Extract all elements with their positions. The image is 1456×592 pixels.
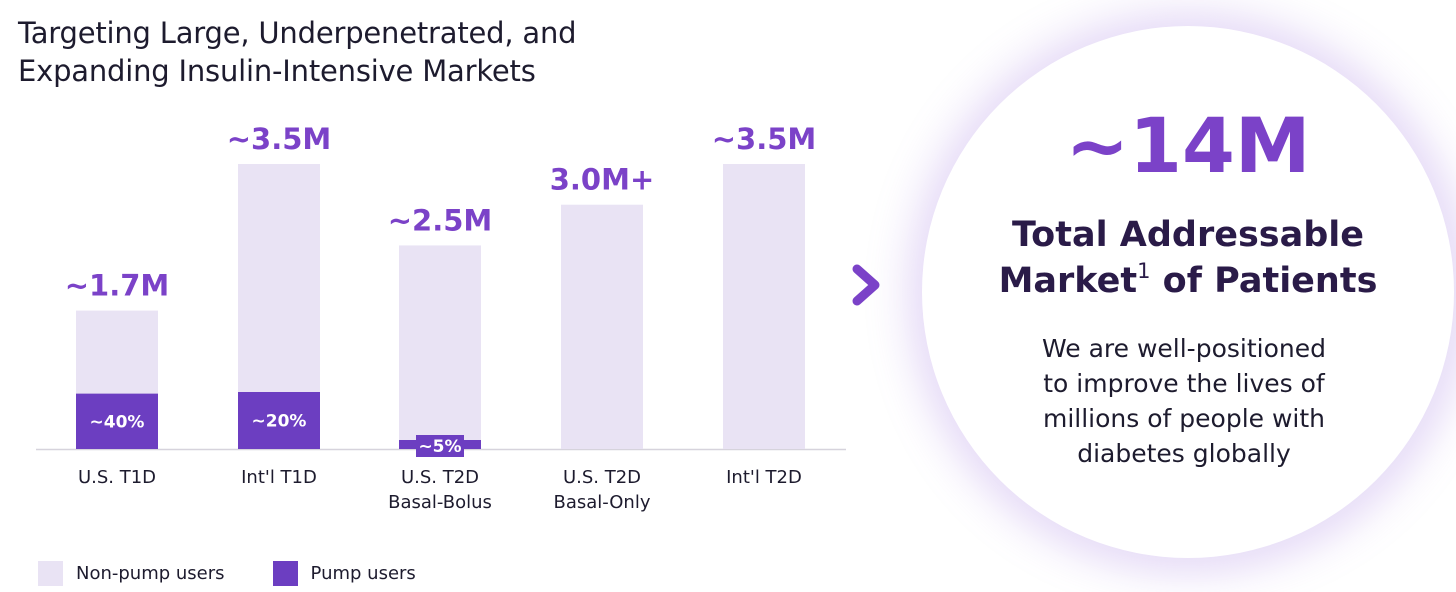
chart-legend: Non-pump users Pump users <box>38 561 464 586</box>
bar-non-pump-4 <box>723 164 805 449</box>
title-line-1: Targeting Large, Underpenetrated, and <box>18 16 577 50</box>
legend-item-non-pump: Non-pump users <box>38 561 225 586</box>
total-value-label-4: ~3.5M <box>712 122 817 156</box>
category-label-3-1: Basal-Only <box>553 492 650 513</box>
summary-body-line-4: diabetes globally <box>1077 439 1291 468</box>
tam-big-number: ~14M <box>1065 101 1311 190</box>
tam-heading-line-1: Total Addressable <box>1011 215 1365 255</box>
summary-body-line-1: We are well-positioned <box>1042 334 1326 363</box>
category-label-1-0: Int'l T1D <box>241 467 317 488</box>
bar-chart: ~40% ~1.7M U.S. T1D ~20% ~3.5M Int'l T1D ~5% ~2… <box>36 122 846 513</box>
summary-body-text: We are well-positioned to improve the li… <box>1000 331 1368 471</box>
footnote-marker: 1 <box>1137 259 1151 283</box>
legend-label-non-pump: Non-pump users <box>76 563 225 584</box>
pump-share-label-1: ~20% <box>252 412 307 432</box>
total-value-label-3: 3.0M+ <box>550 163 655 197</box>
category-label-3-0: U.S. T2D <box>563 467 641 488</box>
category-label-0-0: U.S. T1D <box>78 467 156 488</box>
category-label-2-1: Basal-Bolus <box>388 492 492 513</box>
legend-label-pump: Pump users <box>310 563 416 584</box>
total-value-label-1: ~3.5M <box>227 122 332 156</box>
total-value-label-2: ~2.5M <box>388 203 493 237</box>
bar-pump-0 <box>76 393 158 449</box>
legend-swatch-non-pump <box>38 561 63 586</box>
bar-non-pump-3 <box>561 204 643 449</box>
category-label-4-0: Int'l T2D <box>726 467 802 488</box>
pump-share-label-2: ~5% <box>418 437 461 457</box>
legend-swatch-pump <box>272 561 298 586</box>
bar-non-pump-2 <box>399 245 481 449</box>
category-label-2-0: U.S. T2D <box>401 467 479 488</box>
pump-share-label-0: ~40% <box>90 412 145 432</box>
tam-of-patients: of Patients <box>1150 261 1378 301</box>
summary-body-line-2: to improve the lives of <box>1043 369 1325 398</box>
bar-pump-tab-2 <box>416 435 464 457</box>
title-line-2: Expanding Insulin-Intensive Markets <box>18 54 536 88</box>
page-title: Targeting Large, Underpenetrated, and Ex… <box>18 14 778 90</box>
summary-circle <box>922 26 1454 558</box>
tam-heading-line-2: Market1 of Patients <box>922 258 1454 304</box>
tam-market-word: Market <box>998 261 1138 301</box>
summary-body-line-3: millions of people with <box>1042 404 1326 433</box>
chevron-right-icon <box>852 264 880 306</box>
bar-pump-1 <box>238 392 320 449</box>
total-value-label-0: ~1.7M <box>65 269 170 303</box>
tam-heading: Total Addressable Market1 of Patients <box>922 212 1454 304</box>
legend-item-pump: Pump users <box>272 561 416 586</box>
